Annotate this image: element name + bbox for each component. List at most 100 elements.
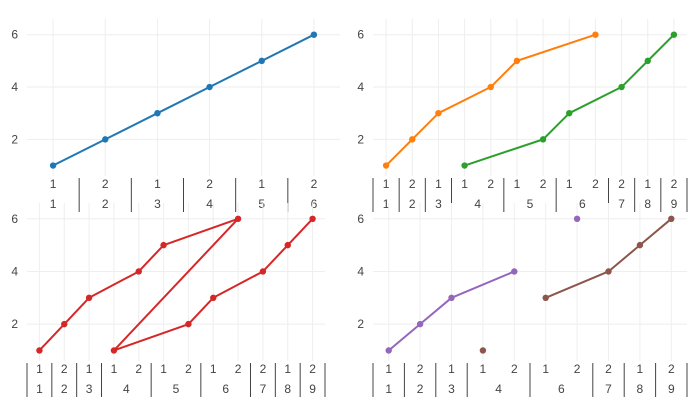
- data-point-red: [259, 268, 267, 275]
- series-line-red: [38, 217, 314, 352]
- x-tick-label-bottom: 8: [637, 382, 644, 396]
- y-tick-label: 6: [11, 28, 18, 42]
- data-point-purple: [573, 215, 581, 222]
- x-tick-label-top: 2: [235, 362, 242, 376]
- x-tick-label-top: 1: [111, 362, 118, 376]
- x-tick-label-top: 2: [135, 362, 142, 376]
- x-tick-label-top: 1: [385, 362, 392, 376]
- y-tick-label: 4: [357, 80, 364, 94]
- x-tick-label-bottom: 3: [448, 382, 455, 396]
- x-tick-label-bottom: 7: [605, 382, 612, 396]
- x-tick-label-top: 2: [618, 177, 625, 191]
- x-tick-label-bottom: 8: [644, 197, 651, 211]
- x-tick-label-top: 1: [566, 177, 573, 191]
- data-point-green: [566, 110, 573, 117]
- data-point-red: [135, 268, 142, 275]
- x-tick-label-bottom: 7: [618, 197, 625, 211]
- x-tick-label-bottom: 1: [36, 382, 43, 396]
- x-tick-label-top: 1: [435, 177, 442, 191]
- data-point-red: [61, 320, 68, 328]
- x-tick-label-bottom: 4: [206, 197, 213, 211]
- data-point-orange: [592, 31, 599, 38]
- series-line-purple: [388, 270, 515, 352]
- x-tick-label-bottom: 2: [417, 382, 424, 396]
- data-point-brown: [636, 241, 644, 249]
- data-point-red: [110, 347, 118, 354]
- data-point-orange: [513, 57, 521, 65]
- x-tick-label-top: 2: [668, 362, 675, 376]
- data-point-blue: [49, 162, 57, 169]
- x-tick-label-top: 2: [671, 177, 678, 191]
- series-line-green: [464, 33, 675, 167]
- x-tick-label-top: 2: [260, 362, 267, 376]
- x-tick-label-bottom: 9: [671, 197, 678, 211]
- x-tick-label-bottom: 4: [474, 197, 481, 211]
- x-tick-label-top: 2: [61, 362, 68, 376]
- x-tick-label-top: 1: [86, 362, 93, 376]
- x-tick-label-bottom: 6: [579, 197, 586, 211]
- data-point-red: [36, 347, 43, 354]
- x-tick-label-bottom: 3: [86, 382, 93, 396]
- chart-panel-top-left: 2 4 6 1 2 1 2 1 2 1 2 3 4 5 6: [11, 19, 340, 212]
- y-tick-label: 6: [357, 28, 364, 42]
- x-tick-label-bottom: 8: [284, 382, 291, 396]
- x-tick-label-top: 1: [644, 177, 651, 191]
- series-line-brown: [545, 218, 672, 299]
- y-tick-label: 2: [357, 317, 364, 331]
- data-point-purple: [385, 347, 392, 354]
- x-tick-label-bottom: 6: [311, 197, 318, 211]
- data-point-blue: [102, 136, 109, 143]
- x-tick-label-top: 2: [206, 177, 213, 191]
- data-point-blue: [154, 110, 161, 117]
- data-point-red: [85, 294, 93, 301]
- y-tick-label: 6: [357, 212, 364, 226]
- x-tick-label-bottom: 6: [558, 382, 565, 396]
- x-tick-label-bottom: 1: [383, 197, 390, 211]
- data-point-orange: [409, 136, 416, 143]
- x-tick-label-top: 2: [102, 177, 109, 191]
- data-point-red: [160, 241, 167, 249]
- x-tick-label-bottom: 5: [258, 197, 265, 211]
- x-tick-label-top: 1: [50, 177, 57, 191]
- data-point-green: [644, 57, 651, 65]
- x-tick-label-bottom: 3: [154, 197, 161, 211]
- x-tick-label-top: 2: [311, 177, 318, 191]
- x-tick-label-top: 1: [154, 177, 161, 191]
- data-point-red: [210, 294, 217, 301]
- x-tick-label-bottom: 7: [260, 382, 267, 396]
- x-tick-label-bottom: 6: [222, 382, 229, 396]
- x-tick-label-top: 1: [36, 362, 43, 376]
- x-tick-label-top: 2: [574, 362, 581, 376]
- x-tick-label-bottom: 1: [50, 197, 57, 211]
- x-tick-label-bottom: 4: [495, 382, 502, 396]
- data-point-orange: [487, 83, 494, 91]
- y-tick-label: 4: [11, 80, 18, 94]
- data-point-blue: [258, 57, 265, 65]
- x-tick-label-top: 2: [487, 177, 494, 191]
- x-tick-label-bottom: 3: [435, 197, 442, 211]
- series-line-orange: [385, 33, 596, 167]
- data-point-purple: [448, 294, 455, 301]
- x-tick-label-bottom: 1: [385, 382, 392, 396]
- y-tick-label: 4: [11, 264, 18, 278]
- data-point-red: [234, 215, 242, 222]
- data-point-green: [618, 83, 625, 91]
- x-tick-label-top: 1: [210, 362, 217, 376]
- y-tick-label: 6: [11, 212, 18, 226]
- x-tick-label-top: 2: [540, 177, 547, 191]
- data-point-purple: [416, 320, 424, 328]
- data-point-brown: [479, 347, 487, 354]
- x-tick-label-top: 1: [514, 177, 521, 191]
- x-tick-label-top: 2: [409, 177, 416, 191]
- data-point-green: [539, 136, 547, 143]
- data-point-brown: [668, 215, 675, 222]
- x-tick-label-bottom: 5: [527, 197, 534, 211]
- data-point-brown: [542, 294, 549, 301]
- x-tick-label-top: 2: [511, 362, 518, 376]
- data-point-red: [309, 215, 316, 222]
- data-point-green: [670, 31, 678, 38]
- y-tick-label: 2: [11, 132, 18, 146]
